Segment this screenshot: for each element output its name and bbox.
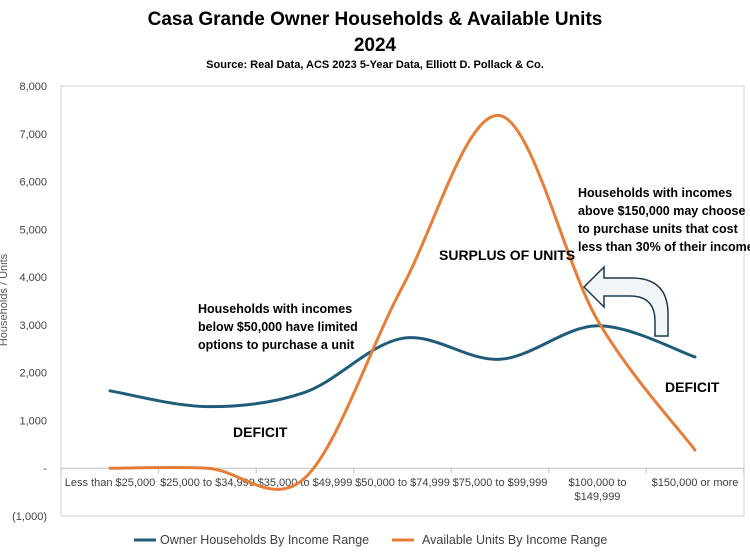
annotation-limited: below $50,000 have limited	[198, 320, 358, 334]
annotation-deficit-left: DEFICIT	[233, 424, 288, 440]
y-tick-label: 2,000	[19, 368, 47, 380]
chart-subtitle: Source: Real Data, ACS 2023 5-Year Data,…	[206, 59, 544, 71]
x-category-label: $35,000 to $49,999	[258, 477, 353, 489]
x-category-label: $150,000 or more	[652, 477, 739, 489]
x-category-label: $25,000 to $34,999	[160, 477, 255, 489]
legend: Owner Households By Income Range Availabl…	[134, 533, 607, 547]
y-tick-label: 1,000	[19, 415, 47, 427]
y-tick-label: -	[43, 463, 47, 475]
y-tick-label: 4,000	[19, 272, 47, 284]
annotation-limited: options to purchase a unit	[198, 338, 355, 352]
plot-area	[60, 85, 745, 517]
x-category-label: $100,000 to	[568, 477, 626, 489]
x-category-label: Less than $25,000	[65, 477, 156, 489]
y-tick-label: (1,000)	[12, 511, 47, 523]
x-category-label: $50,000 to $74,999	[355, 477, 450, 489]
y-tick-label: 6,000	[19, 177, 47, 189]
annotation-surplus: SURPLUS OF UNITS	[439, 247, 575, 263]
annotation-limited: Households with incomes	[198, 302, 352, 316]
y-tick-label: 7,000	[19, 129, 47, 141]
x-axis: Less than $25,000 $25,000 to $34,999 $35,0…	[60, 467, 745, 503]
annotation-above150: above $150,000 may choose	[578, 204, 746, 218]
annotation-deficit-right: DEFICIT	[665, 379, 720, 395]
x-category-label: $75,000 to $99,999	[453, 477, 548, 489]
x-category-label: $149,999	[575, 491, 621, 503]
legend-label: Owner Households By Income Range	[160, 533, 369, 547]
y-tick-label: 8,000	[19, 81, 47, 93]
annotation-above150: less than 30% of their income	[578, 240, 750, 254]
series-lines	[108, 114, 697, 491]
y-tick-label: 3,000	[19, 320, 47, 332]
chart-title: Casa Grande Owner Households & Available…	[148, 9, 603, 30]
legend-label: Available Units By Income Range	[422, 533, 607, 547]
y-axis-ticks: 8,000 7,000 6,000 5,000 4,000 3,000 2,000 1,000…	[12, 81, 47, 523]
curved-arrow-icon	[582, 265, 669, 337]
y-tick-label: 5,000	[19, 224, 47, 236]
chart-title-year: 2024	[354, 35, 397, 56]
available-units-line	[108, 114, 697, 491]
annotations: Households with incomes below $50,000 hav…	[198, 186, 750, 440]
y-axis-label: Households / Units	[0, 253, 10, 346]
annotation-above150: Households with incomes	[578, 186, 732, 200]
owner-households-line	[108, 324, 697, 409]
annotation-above150: to purchase units that cost	[578, 222, 739, 236]
